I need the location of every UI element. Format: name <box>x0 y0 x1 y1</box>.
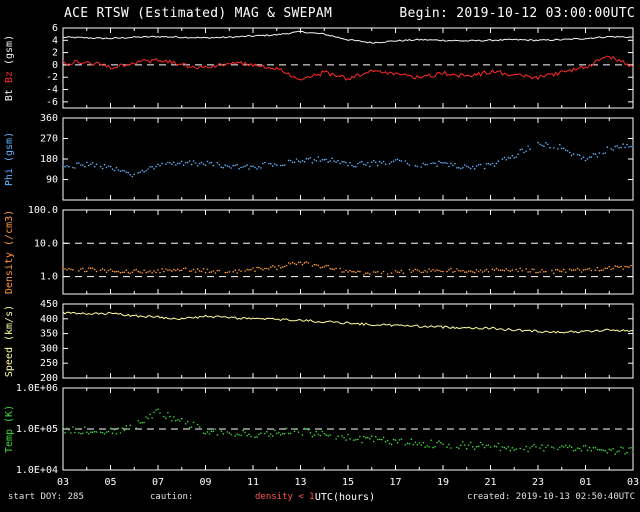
svg-text:1.0: 1.0 <box>40 272 58 283</box>
svg-text:Temp (K): Temp (K) <box>4 405 15 453</box>
begin-timestamp: Begin: 2019-10-12 03:00:00UTC <box>399 6 635 21</box>
svg-text:-6: -6 <box>46 97 58 108</box>
svg-text:350: 350 <box>40 329 58 340</box>
svg-text:1.0E+04: 1.0E+04 <box>16 465 58 476</box>
x-axis-label: UTC(hours) <box>314 492 376 503</box>
svg-text:-4: -4 <box>46 85 58 96</box>
svg-text:300: 300 <box>40 343 58 354</box>
svg-text:270: 270 <box>40 134 58 145</box>
svg-text:19: 19 <box>437 477 449 488</box>
chart-title: ACE RTSW (Estimated) MAG & SWEPAM <box>64 6 333 21</box>
svg-text:17: 17 <box>389 477 401 488</box>
svg-text:23: 23 <box>532 477 544 488</box>
svg-text:03: 03 <box>57 477 69 488</box>
svg-text:6: 6 <box>52 23 58 34</box>
svg-text:200: 200 <box>40 373 58 384</box>
svg-text:-2: -2 <box>46 72 58 83</box>
svg-text:180: 180 <box>40 154 58 165</box>
svg-text:400: 400 <box>40 314 58 325</box>
svg-text:250: 250 <box>40 358 58 369</box>
svg-text:1.0E+05: 1.0E+05 <box>16 424 58 435</box>
svg-text:09: 09 <box>199 477 211 488</box>
svg-text:450: 450 <box>40 299 58 310</box>
svg-text:1.0E+06: 1.0E+06 <box>16 383 58 394</box>
svg-text:15: 15 <box>342 477 354 488</box>
caution-label: caution: <box>150 492 194 502</box>
svg-text:03: 03 <box>627 477 639 488</box>
svg-text:Bt Bz (gsm): Bt Bz (gsm) <box>4 35 15 101</box>
svg-text:13: 13 <box>294 477 306 488</box>
svg-text:21: 21 <box>484 477 496 488</box>
plot-footer: start DOY: 285 caution: density < 1 UTC(… <box>0 492 640 510</box>
svg-text:100.0: 100.0 <box>28 205 58 216</box>
svg-text:0: 0 <box>52 60 58 71</box>
svg-text:Phi (gsm): Phi (gsm) <box>4 132 15 186</box>
plot-header: ACE RTSW (Estimated) MAG & SWEPAM Begin:… <box>0 6 640 21</box>
svg-text:Density (/cm3): Density (/cm3) <box>4 210 15 294</box>
svg-text:11: 11 <box>247 477 259 488</box>
svg-text:05: 05 <box>104 477 116 488</box>
start-doy-label: start DOY: 285 <box>8 492 84 502</box>
caution-value: density < 1 <box>255 492 315 502</box>
created-timestamp: created: 2019-10-13 02:50:40UTC <box>467 492 635 502</box>
svg-text:01: 01 <box>579 477 591 488</box>
svg-text:10.0: 10.0 <box>34 238 58 249</box>
svg-text:90: 90 <box>46 175 58 186</box>
svg-text:Speed (km/s): Speed (km/s) <box>4 305 15 377</box>
svg-text:360: 360 <box>40 113 58 124</box>
svg-text:2: 2 <box>52 48 58 59</box>
svg-text:07: 07 <box>152 477 164 488</box>
svg-text:4: 4 <box>52 35 58 46</box>
